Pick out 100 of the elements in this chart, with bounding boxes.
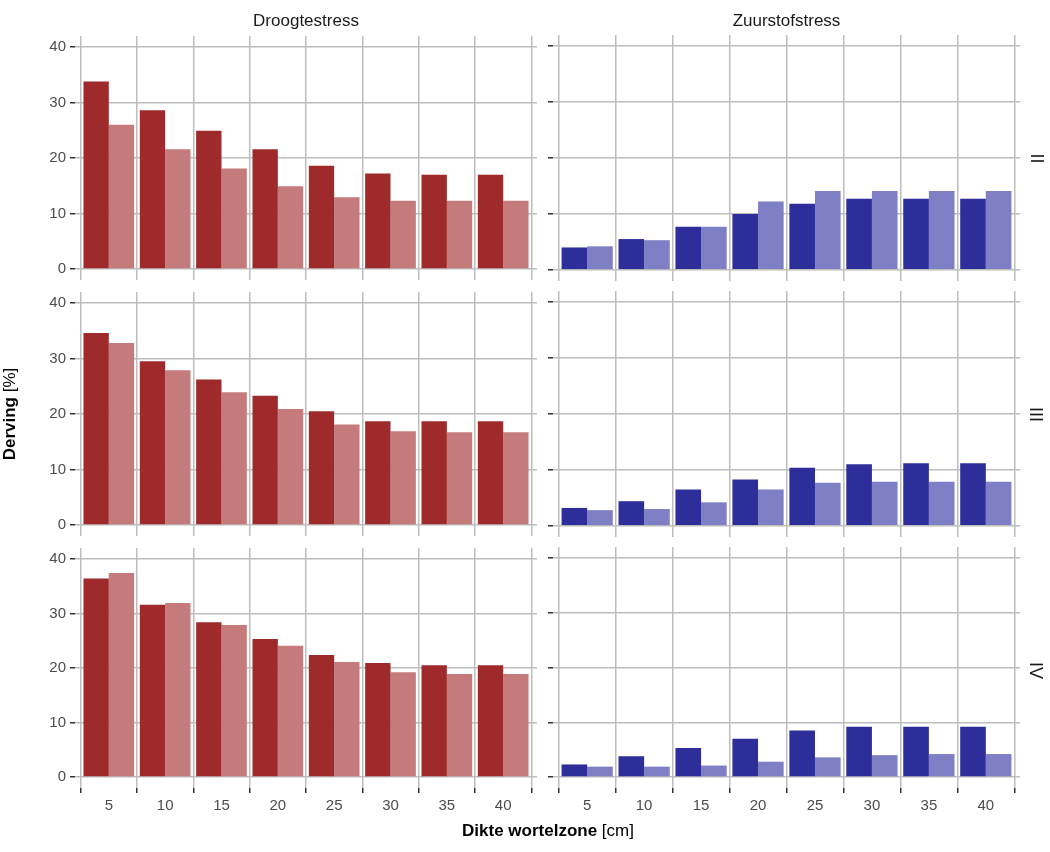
y-tick-label: 0 bbox=[57, 259, 66, 277]
bar bbox=[390, 431, 416, 525]
bar bbox=[814, 482, 841, 526]
bar bbox=[701, 765, 727, 777]
bar bbox=[903, 726, 929, 777]
bar bbox=[587, 766, 613, 777]
text: III bbox=[1025, 406, 1047, 422]
bar bbox=[365, 173, 391, 269]
x-tick-label: 40 bbox=[494, 796, 512, 814]
y-tick-label: 40 bbox=[49, 293, 66, 311]
bar bbox=[503, 674, 529, 777]
bar bbox=[334, 197, 360, 269]
bar bbox=[108, 343, 135, 525]
bar bbox=[83, 333, 109, 525]
bar bbox=[618, 501, 645, 526]
bar bbox=[421, 421, 447, 525]
bar bbox=[390, 200, 416, 269]
x-tick-label: 15 bbox=[213, 796, 230, 814]
y-tick-label: 30 bbox=[49, 92, 66, 110]
bar bbox=[871, 755, 898, 777]
bar bbox=[960, 463, 986, 526]
bar bbox=[871, 190, 898, 270]
bar bbox=[308, 654, 335, 777]
x-tick-label: 5 bbox=[583, 796, 592, 814]
y-tick-label: 0 bbox=[57, 515, 66, 533]
x-tick-label: 30 bbox=[382, 796, 399, 814]
bar bbox=[985, 754, 1012, 777]
bar bbox=[758, 761, 784, 777]
bar bbox=[561, 764, 588, 777]
bar bbox=[846, 726, 872, 777]
bar bbox=[165, 603, 191, 777]
bar bbox=[587, 246, 613, 270]
bar bbox=[277, 409, 304, 525]
bar bbox=[196, 622, 222, 777]
bar bbox=[814, 757, 841, 777]
x-tick-label: 5 bbox=[104, 796, 113, 814]
bar bbox=[644, 509, 670, 526]
bar bbox=[758, 201, 784, 270]
bar bbox=[139, 361, 166, 525]
bar bbox=[675, 226, 702, 270]
bar bbox=[308, 165, 335, 269]
x-tick-label: 20 bbox=[269, 796, 287, 814]
bar bbox=[701, 502, 727, 526]
x-tick-label: 15 bbox=[692, 796, 710, 814]
bar bbox=[846, 198, 872, 270]
bar bbox=[503, 200, 529, 269]
bar bbox=[758, 489, 784, 526]
bar bbox=[928, 481, 955, 526]
bar bbox=[903, 463, 929, 526]
bar bbox=[446, 674, 473, 777]
bar bbox=[446, 432, 473, 525]
bar bbox=[675, 489, 702, 526]
bar bbox=[903, 198, 929, 270]
bar bbox=[732, 213, 759, 270]
bar bbox=[985, 190, 1012, 270]
bar bbox=[421, 665, 447, 777]
bar bbox=[561, 247, 588, 270]
y-tick-label: 40 bbox=[49, 549, 66, 567]
bar bbox=[561, 507, 588, 526]
bar bbox=[165, 370, 191, 525]
y-tick-label: 20 bbox=[49, 404, 66, 422]
bar bbox=[789, 203, 815, 270]
bar bbox=[196, 379, 222, 525]
text: II bbox=[1025, 152, 1047, 164]
bar bbox=[221, 624, 247, 777]
bar bbox=[165, 149, 191, 269]
bar bbox=[644, 766, 670, 777]
bar bbox=[928, 754, 955, 777]
bar bbox=[83, 81, 109, 269]
x-tick-label: 40 bbox=[977, 796, 995, 814]
bar bbox=[390, 672, 416, 777]
y-tick-label: 10 bbox=[49, 203, 66, 221]
y-tick-label: 20 bbox=[49, 148, 66, 166]
bar bbox=[477, 665, 504, 777]
bar bbox=[365, 421, 391, 525]
x-tick-label: 10 bbox=[635, 796, 653, 814]
bar bbox=[252, 639, 278, 777]
bar bbox=[334, 424, 360, 525]
bar bbox=[789, 730, 815, 777]
x-tick-label: 35 bbox=[438, 796, 456, 814]
bar bbox=[365, 663, 391, 777]
bar bbox=[928, 190, 955, 270]
bar bbox=[871, 481, 898, 526]
bar bbox=[334, 662, 360, 777]
bar bbox=[308, 411, 335, 525]
bar bbox=[477, 174, 504, 269]
x-tick-label: 10 bbox=[156, 796, 174, 814]
bar bbox=[83, 578, 109, 777]
bar bbox=[252, 395, 278, 525]
bar bbox=[446, 200, 473, 269]
y-tick-label: 30 bbox=[49, 348, 66, 366]
bar bbox=[221, 168, 247, 269]
bar bbox=[618, 239, 645, 270]
y-tick-label: 10 bbox=[49, 712, 66, 730]
bar bbox=[139, 110, 166, 269]
x-tick-label: 30 bbox=[863, 796, 881, 814]
x-tick-label: 25 bbox=[806, 796, 824, 814]
y-tick-label: 10 bbox=[49, 459, 66, 477]
bar bbox=[675, 748, 702, 777]
bar bbox=[252, 149, 278, 269]
